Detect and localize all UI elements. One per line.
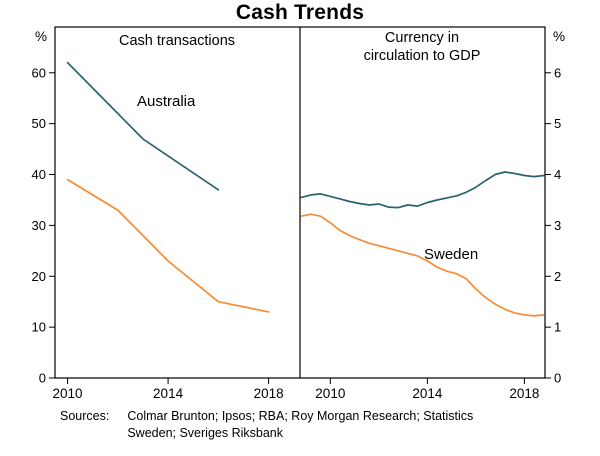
left-y-tick-label: 60 (32, 65, 46, 80)
sweden-series-label: Sweden (424, 246, 478, 263)
right-axis-unit: % (553, 29, 565, 44)
series-line-australia (300, 171, 545, 209)
right-y-tick-label: 4 (554, 167, 561, 182)
x-tick-label: 2010 (53, 386, 83, 401)
series-line-sweden (66, 178, 270, 313)
left-y-tick-label: 10 (32, 320, 46, 335)
x-tick-label: 2014 (412, 386, 443, 401)
right-y-tick-label: 6 (554, 65, 561, 80)
left-y-tick-label: 0 (39, 371, 46, 386)
australia-series-label: Australia (137, 93, 196, 110)
series-line-australia (66, 61, 220, 191)
sources-label: Sources: (60, 409, 110, 423)
right-y-tick-label: 0 (554, 371, 561, 386)
right-y-tick-label: 5 (554, 116, 561, 131)
left-y-tick-label: 40 (32, 167, 46, 182)
x-tick-label: 2014 (153, 386, 184, 401)
sources-line2: Sweden; Sveriges Riksbank (127, 426, 283, 440)
left-y-tick-label: 50 (32, 116, 46, 131)
series-lines (66, 61, 545, 317)
chart-title: Cash Trends (235, 1, 365, 24)
cash-trends-chart: % % Cash transactions Currency in circul… (32, 26, 565, 401)
left-panel-title: Cash transactions (119, 33, 235, 49)
series-line-sweden (300, 213, 545, 317)
left-y-tick-label: 30 (32, 218, 46, 233)
right-y-tick-label: 1 (554, 320, 561, 335)
right-y-tick-label: 3 (554, 218, 561, 233)
x-tick-label: 2018 (254, 386, 284, 401)
right-panel-title-line2: circulation to GDP (364, 48, 481, 64)
right-panel-title-line1: Currency in (385, 30, 459, 46)
sources-note: Sources: Colmar Brunton; Ipsos; RBA; Roy… (60, 408, 473, 442)
right-y-tick-label: 2 (554, 269, 561, 284)
left-y-tick-label: 20 (32, 269, 46, 284)
sources-line1: Colmar Brunton; Ipsos; RBA; Roy Morgan R… (127, 409, 474, 423)
left-axis-unit: % (35, 29, 47, 44)
x-tick-label: 2010 (315, 386, 345, 401)
x-tick-label: 2018 (509, 386, 539, 401)
axes: 0 10 20 30 40 50 60 2010 2014 2018 0 1 2 3 4 5 6 2010 2014… (32, 65, 562, 401)
